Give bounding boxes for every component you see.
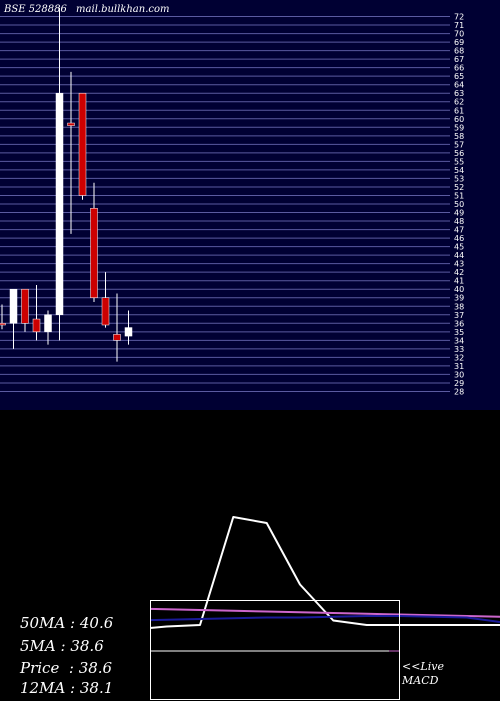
y-tick-label: 68 xyxy=(454,47,464,56)
ma-value: 38.1 xyxy=(79,679,114,697)
y-tick-label: 29 xyxy=(454,379,464,388)
candle-body xyxy=(101,297,110,326)
y-tick-label: 44 xyxy=(454,251,464,260)
y-tick-label: 32 xyxy=(454,353,464,362)
site-name: mail.bullkhan.com xyxy=(76,4,170,15)
ma-row-price: Price : 38.6 xyxy=(20,659,113,677)
y-tick-label: 67 xyxy=(454,55,464,64)
y-tick-label: 35 xyxy=(454,328,464,337)
y-tick-label: 33 xyxy=(454,345,464,354)
y-tick-label: 47 xyxy=(454,226,464,235)
y-tick-label: 59 xyxy=(454,123,464,132)
y-tick-label: 30 xyxy=(454,370,464,379)
live-macd-box xyxy=(150,600,400,700)
candle-body xyxy=(32,318,41,333)
ma-value: 38.6 xyxy=(70,637,104,655)
live-label-line1: <<Live xyxy=(402,660,444,673)
y-tick-label: 38 xyxy=(454,302,464,311)
moving-average-box: 50MA : 40.6 5MA : 38.6 Price : 38.6 12MA… xyxy=(0,600,150,700)
ma-row-12: 12MA : 38.1 xyxy=(20,679,114,697)
y-tick-label: 43 xyxy=(454,260,464,269)
y-tick-label: 60 xyxy=(454,115,464,124)
y-tick-label: 46 xyxy=(454,234,464,243)
chart-header: BSE 528886 mail.bullkhan.com xyxy=(4,4,176,15)
y-tick-label: 50 xyxy=(454,200,464,209)
y-tick-label: 70 xyxy=(454,30,464,39)
ma-row-5: 5MA : 38.6 xyxy=(20,637,104,655)
y-tick-label: 71 xyxy=(454,21,464,30)
y-tick-label: 63 xyxy=(454,89,464,98)
candle-body xyxy=(44,314,52,333)
candlestick-chart: 7271706968676665646362616059585756555453… xyxy=(0,8,464,396)
y-tick-label: 48 xyxy=(454,217,464,226)
y-tick-label: 28 xyxy=(454,387,464,396)
y-tick-label: 31 xyxy=(454,362,464,371)
ma-value: 40.6 xyxy=(79,614,114,632)
y-tick-label: 72 xyxy=(454,13,464,22)
candle-body xyxy=(21,288,29,324)
live-macd-plot xyxy=(151,650,399,652)
y-tick-label: 57 xyxy=(454,140,464,149)
candle-body xyxy=(90,208,98,298)
ma-label: 50MA xyxy=(20,614,66,632)
y-tick-label: 65 xyxy=(454,72,464,81)
y-tick-label: 40 xyxy=(454,285,464,294)
y-tick-label: 49 xyxy=(454,209,464,218)
price-chart-panel: 72 71 70 69 68 67 66 65 64 63 62 61 60 59 58 57 56 55 54 53… xyxy=(0,0,500,410)
ma-value: 38.6 xyxy=(78,659,113,677)
y-tick-label: 54 xyxy=(454,166,464,175)
y-tick-label: 52 xyxy=(454,183,464,192)
candle-body xyxy=(55,92,64,316)
y-tick-label: 66 xyxy=(454,64,464,73)
candle-body xyxy=(78,92,87,196)
y-tick-label: 53 xyxy=(454,174,464,183)
candle-body xyxy=(67,122,75,126)
live-macd-label: <<Live MACD xyxy=(402,660,444,688)
y-tick-label: 42 xyxy=(454,268,464,277)
candle-body xyxy=(0,323,6,326)
y-tick-label: 69 xyxy=(454,38,464,47)
ma-label: Price xyxy=(20,659,60,677)
y-tick-label: 37 xyxy=(454,311,464,320)
y-tick-label: 58 xyxy=(454,132,464,141)
y-tick-label: 55 xyxy=(454,157,464,166)
y-tick-label: 51 xyxy=(454,191,464,200)
y-tick-label: 34 xyxy=(454,336,464,345)
exchange-code: BSE 528886 xyxy=(4,4,67,15)
candle-body xyxy=(124,327,133,337)
ma-row-50: 50MA : 40.6 xyxy=(20,614,114,632)
y-tick-label: 36 xyxy=(454,319,464,328)
candle-body xyxy=(9,288,18,324)
candle-body xyxy=(113,334,121,341)
y-tick-label: 45 xyxy=(454,243,464,252)
y-tick-label: 61 xyxy=(454,106,464,115)
ma-label: 12MA xyxy=(20,679,66,697)
ma-label: 5MA xyxy=(20,637,56,655)
y-tick-label: 62 xyxy=(454,98,464,107)
live-label-line2: MACD xyxy=(402,674,439,687)
y-tick-label: 56 xyxy=(454,149,464,158)
y-tick-label: 39 xyxy=(454,294,464,303)
y-tick-label: 41 xyxy=(454,277,464,286)
y-tick-label: 64 xyxy=(454,81,464,90)
